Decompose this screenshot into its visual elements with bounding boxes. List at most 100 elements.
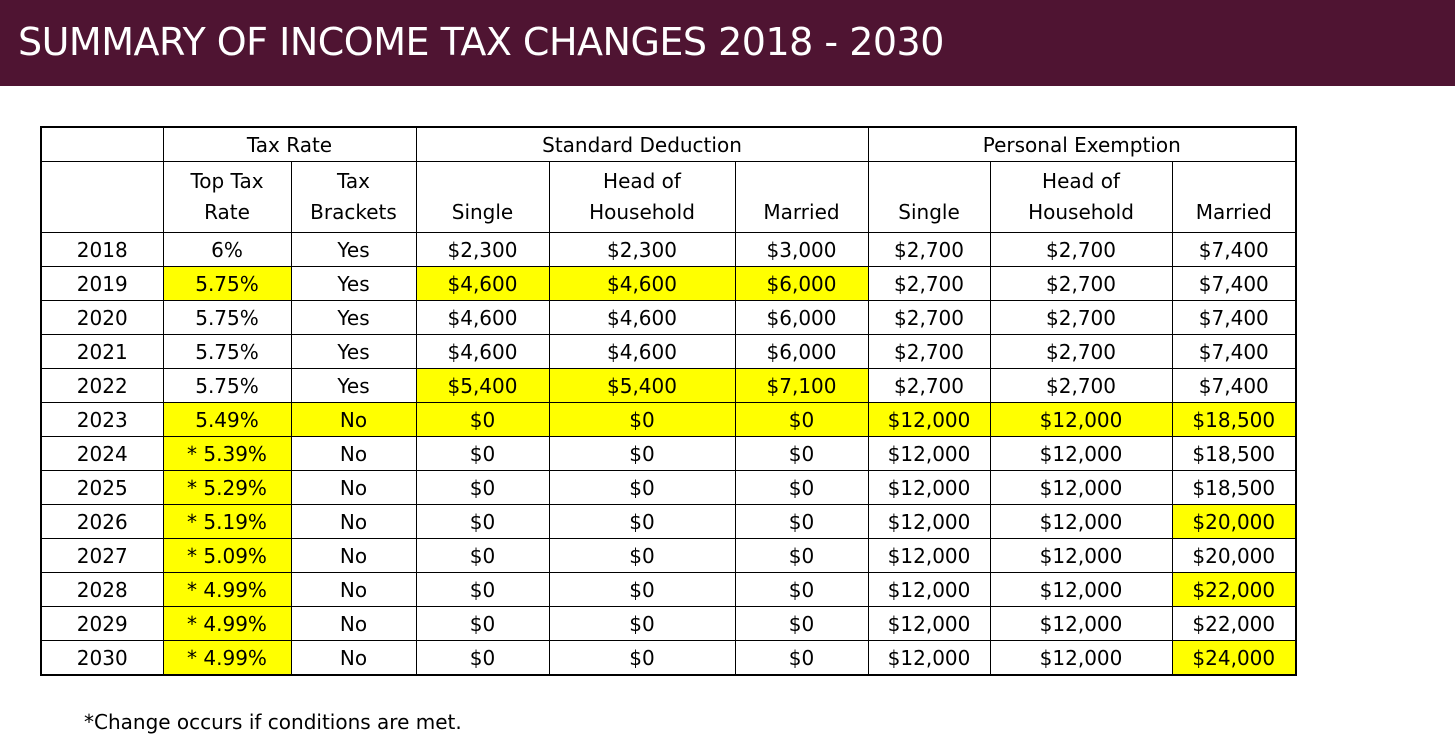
cell-pe-single: $12,000: [867, 470, 991, 505]
year-cell: 2018: [40, 232, 164, 267]
cell-tax-brackets: No: [290, 436, 417, 471]
cell-sd-head-of-household: $0: [548, 640, 736, 676]
group-header-standard-deduction: Standard Deduction: [415, 126, 869, 162]
column-header-sd-single: Single: [415, 161, 550, 233]
column-header-pe-head-of-household: Head of Household: [989, 161, 1173, 233]
header-line: Married: [763, 200, 840, 224]
year-cell: 2021: [40, 334, 164, 369]
cell-pe-head-of-household: $12,000: [989, 538, 1173, 573]
cell-pe-head-of-household: $2,700: [989, 232, 1173, 267]
cell-sd-married: $0: [734, 436, 869, 471]
table-row: 2021 5.75% Yes $4,600 $4,600 $6,000 $2,700 $2,7…: [40, 334, 1297, 369]
cell-sd-married: $3,000: [734, 232, 869, 267]
income-tax-table: Tax Rate Standard Deduction Personal Exe…: [40, 126, 1298, 676]
table-row: 2025 * 5.29% No $0 $0 $0 $12,000 $12,000 $18,500: [40, 470, 1297, 505]
cell-top-tax-rate: * 4.99%: [162, 640, 292, 676]
header-line: Brackets: [310, 200, 397, 224]
cell-sd-married: $0: [734, 470, 869, 505]
header-line: Married: [1195, 200, 1272, 224]
cell-sd-head-of-household: $0: [548, 606, 736, 641]
cell-sd-single: $0: [415, 538, 550, 573]
cell-tax-brackets: No: [290, 538, 417, 573]
column-header-pe-single: Single: [867, 161, 991, 233]
cell-pe-married: $7,400: [1171, 266, 1297, 301]
column-header-sd-married: Married: [734, 161, 869, 233]
cell-tax-brackets: Yes: [290, 232, 417, 267]
column-header-top-tax-rate: Top Tax Rate: [162, 161, 292, 233]
cell-pe-head-of-household: $12,000: [989, 606, 1173, 641]
header-line: Tax: [337, 169, 370, 193]
cell-pe-head-of-household: $2,700: [989, 334, 1173, 369]
empty-corner-cell: [40, 126, 164, 162]
cell-pe-single: $12,000: [867, 606, 991, 641]
year-cell: 2029: [40, 606, 164, 641]
cell-pe-head-of-household: $2,700: [989, 300, 1173, 335]
cell-pe-single: $2,700: [867, 368, 991, 403]
header-line: Top Tax: [190, 169, 264, 193]
year-cell: 2020: [40, 300, 164, 335]
header-line: Household: [589, 200, 695, 224]
cell-top-tax-rate: * 5.09%: [162, 538, 292, 573]
cell-tax-brackets: Yes: [290, 368, 417, 403]
cell-tax-brackets: No: [290, 572, 417, 607]
cell-tax-brackets: No: [290, 504, 417, 539]
cell-tax-brackets: No: [290, 402, 417, 437]
cell-sd-single: $4,600: [415, 266, 550, 301]
cell-pe-single: $2,700: [867, 266, 991, 301]
cell-sd-married: $6,000: [734, 334, 869, 369]
table-row: 2019 5.75% Yes $4,600 $4,600 $6,000 $2,700 $2,7…: [40, 266, 1297, 301]
year-cell: 2019: [40, 266, 164, 301]
table-row: 2020 5.75% Yes $4,600 $4,600 $6,000 $2,700 $2,7…: [40, 300, 1297, 335]
footnote: *Change occurs if conditions are met.: [84, 710, 462, 734]
cell-pe-married: $22,000: [1171, 606, 1297, 641]
cell-pe-head-of-household: $12,000: [989, 470, 1173, 505]
cell-sd-single: $0: [415, 572, 550, 607]
group-header-row: Tax Rate Standard Deduction Personal Exe…: [40, 126, 1297, 162]
cell-sd-head-of-household: $4,600: [548, 334, 736, 369]
slide-title: SUMMARY OF INCOME TAX CHANGES 2018 - 203…: [18, 20, 944, 64]
column-header-row: Top Tax Rate Tax Brackets Single Head of…: [40, 161, 1297, 233]
cell-sd-head-of-household: $0: [548, 538, 736, 573]
cell-sd-married: $6,000: [734, 266, 869, 301]
cell-top-tax-rate: 5.49%: [162, 402, 292, 437]
column-header-tax-brackets: Tax Brackets: [290, 161, 417, 233]
cell-pe-head-of-household: $2,700: [989, 266, 1173, 301]
group-header-tax-rate: Tax Rate: [162, 126, 417, 162]
cell-pe-single: $12,000: [867, 504, 991, 539]
cell-sd-head-of-household: $2,300: [548, 232, 736, 267]
cell-top-tax-rate: 5.75%: [162, 334, 292, 369]
table-row: 2027 * 5.09% No $0 $0 $0 $12,000 $12,000 $20,000: [40, 538, 1297, 573]
cell-pe-single: $12,000: [867, 640, 991, 676]
cell-sd-married: $7,100: [734, 368, 869, 403]
year-cell: 2026: [40, 504, 164, 539]
cell-sd-head-of-household: $0: [548, 436, 736, 471]
cell-sd-married: $6,000: [734, 300, 869, 335]
cell-pe-married: $22,000: [1171, 572, 1297, 607]
title-bar: SUMMARY OF INCOME TAX CHANGES 2018 - 203…: [0, 0, 1455, 86]
cell-pe-head-of-household: $12,000: [989, 402, 1173, 437]
cell-top-tax-rate: 6%: [162, 232, 292, 267]
cell-pe-head-of-household: $12,000: [989, 504, 1173, 539]
cell-sd-head-of-household: $0: [548, 572, 736, 607]
cell-tax-brackets: No: [290, 470, 417, 505]
cell-sd-head-of-household: $5,400: [548, 368, 736, 403]
table-body: Tax Rate Standard Deduction Personal Exe…: [40, 126, 1297, 676]
cell-top-tax-rate: * 5.19%: [162, 504, 292, 539]
cell-sd-married: $0: [734, 538, 869, 573]
cell-pe-head-of-household: $12,000: [989, 572, 1173, 607]
cell-pe-married: $7,400: [1171, 334, 1297, 369]
cell-pe-single: $12,000: [867, 572, 991, 607]
cell-pe-head-of-household: $12,000: [989, 436, 1173, 471]
cell-tax-brackets: Yes: [290, 334, 417, 369]
cell-sd-single: $0: [415, 470, 550, 505]
column-header-sd-head-of-household: Head of Household: [548, 161, 736, 233]
cell-pe-single: $12,000: [867, 436, 991, 471]
cell-tax-brackets: No: [290, 640, 417, 676]
cell-pe-single: $2,700: [867, 300, 991, 335]
cell-sd-married: $0: [734, 504, 869, 539]
header-line: Rate: [204, 200, 250, 224]
cell-sd-head-of-household: $0: [548, 402, 736, 437]
header-line: Head of: [603, 169, 681, 193]
cell-pe-single: $12,000: [867, 538, 991, 573]
